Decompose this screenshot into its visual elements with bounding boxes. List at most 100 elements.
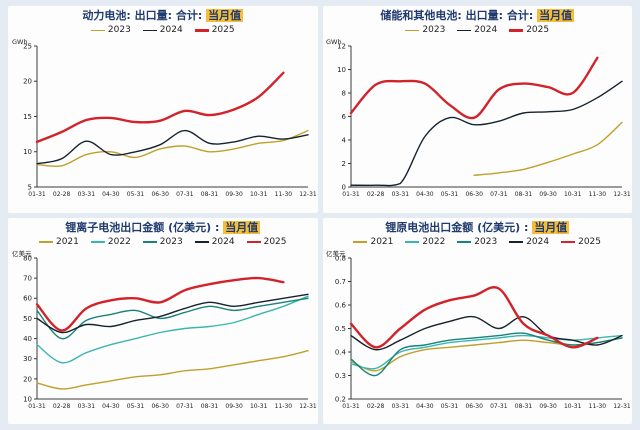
svg-text:05-31: 05-31 <box>441 403 459 410</box>
chart-title-liion: 锂离子电池出口金额 (亿美元) : 当月值 <box>65 220 261 235</box>
legend-item-2025: 2025 <box>509 25 549 36</box>
chart-title-text: 锂离子电池出口金额 (亿美元) : <box>65 220 220 234</box>
chart-title-highlight: 当月值 <box>223 220 261 234</box>
svg-text:亿美元: 亿美元 <box>12 249 32 258</box>
legend-item-2025: 2025 <box>246 237 287 248</box>
chart-panel-li-primary-export-value: 锂原电池出口金额 (亿美元) : 当月值 2021 2022 2023 2024 202… <box>322 217 632 424</box>
svg-text:60: 60 <box>23 294 32 302</box>
svg-text:0.3: 0.3 <box>335 371 346 379</box>
svg-text:07-31: 07-31 <box>176 403 194 410</box>
chart-title-li-primary: 锂原电池出口金额 (亿美元) : 当月值 <box>385 220 570 235</box>
chart-panel-storage-battery-export-volume: 储能和其他电池: 出口量: 合计: 当月值 2023 2024 2025 0 2 4 6 8… <box>322 6 632 213</box>
svg-text:5: 5 <box>27 183 31 191</box>
svg-text:03-31: 03-31 <box>392 191 410 198</box>
svg-text:04-30: 04-30 <box>416 403 434 410</box>
chart-legend: 2023 2024 2025 <box>90 25 235 36</box>
svg-text:06-30: 06-30 <box>151 191 169 198</box>
svg-text:02-28: 02-28 <box>367 191 385 198</box>
svg-text:05-31: 05-31 <box>441 191 459 198</box>
svg-text:08-31: 08-31 <box>515 191 533 198</box>
legend-swatch <box>90 29 105 32</box>
svg-text:25: 25 <box>23 42 32 50</box>
legend-swatch <box>38 241 53 243</box>
line-chart-storage-battery: 0 2 4 6 8 10 12 01-31 02-28 03-31 04-30 05-31 06-30 0… <box>326 38 631 198</box>
svg-text:50: 50 <box>23 314 32 322</box>
line-chart-power-battery: 5 10 15 20 25 01-31 02-28 03-31 04-30 05-31 06-30 0… <box>12 38 316 198</box>
svg-text:10-31: 10-31 <box>564 403 582 410</box>
svg-text:09-30: 09-30 <box>540 403 558 410</box>
line-chart-li-primary: 0.2 0.3 0.4 0.5 0.6 0.7 0.8 01-31 02-28 03-31 04-3… <box>326 249 631 410</box>
svg-text:10-31: 10-31 <box>250 191 268 198</box>
svg-text:20: 20 <box>23 375 32 383</box>
svg-text:02-28: 02-28 <box>367 403 385 410</box>
svg-text:4: 4 <box>342 136 347 144</box>
chart-title-text: 锂原电池出口金额 (亿美元) : <box>385 220 529 234</box>
legend-item-2021: 2021 <box>38 237 79 248</box>
legend-item-2025: 2025 <box>561 237 601 248</box>
svg-text:20: 20 <box>23 78 32 86</box>
legend-item-2024: 2024 <box>509 237 549 248</box>
legend-swatch <box>509 241 524 243</box>
legend-item-2024: 2024 <box>194 237 235 248</box>
legend-swatch <box>353 241 368 243</box>
svg-text:08-31: 08-31 <box>201 403 219 410</box>
legend-item-2022: 2022 <box>405 237 445 248</box>
svg-text:04-30: 04-30 <box>102 191 120 198</box>
svg-text:05-31: 05-31 <box>127 191 145 198</box>
svg-text:10-31: 10-31 <box>564 191 582 198</box>
legend-item-2024: 2024 <box>457 25 497 36</box>
svg-text:12-31: 12-31 <box>614 403 631 410</box>
line-chart-liion: 10 20 30 40 50 60 70 80 01-31 02-28 03-31 04-30 05-3… <box>12 249 316 410</box>
legend-swatch <box>457 241 472 243</box>
svg-text:8: 8 <box>342 89 346 97</box>
chart-panel-liion-export-value: 锂离子电池出口金额 (亿美元) : 当月值 2021 2022 2023 2024 20… <box>8 217 318 424</box>
svg-text:08-31: 08-31 <box>201 191 219 198</box>
chart-title-highlight: 当月值 <box>532 220 570 234</box>
svg-text:0.5: 0.5 <box>335 324 346 332</box>
svg-text:03-31: 03-31 <box>77 191 95 198</box>
legend-swatch <box>194 241 209 243</box>
svg-text:02-28: 02-28 <box>53 191 71 198</box>
svg-text:08-31: 08-31 <box>515 403 533 410</box>
chart-legend: 2023 2024 2025 <box>405 25 549 36</box>
svg-text:亿美元: 亿美元 <box>326 249 346 258</box>
chart-panel-power-battery-export-volume: 动力电池: 出口量: 合计: 当月值 2023 2024 2025 5 10 15 20 2… <box>8 6 318 213</box>
chart-title-highlight: 当月值 <box>537 9 575 22</box>
svg-text:GWh: GWh <box>12 38 28 46</box>
legend-swatch <box>90 241 105 243</box>
svg-text:05-31: 05-31 <box>127 403 145 410</box>
svg-text:06-30: 06-30 <box>151 403 169 410</box>
svg-text:10: 10 <box>23 395 32 403</box>
svg-text:6: 6 <box>342 113 347 121</box>
legend-item-2021: 2021 <box>353 237 393 248</box>
chart-title-storage-battery: 储能和其他电池: 出口量: 合计: 当月值 <box>380 9 575 23</box>
svg-text:09-30: 09-30 <box>225 403 243 410</box>
svg-text:03-31: 03-31 <box>77 403 95 410</box>
svg-text:80: 80 <box>23 254 32 262</box>
svg-text:11-30: 11-30 <box>589 191 607 198</box>
svg-text:01-31: 01-31 <box>28 191 46 198</box>
svg-text:0.6: 0.6 <box>335 301 347 309</box>
svg-text:12-31: 12-31 <box>614 191 631 198</box>
svg-text:02-28: 02-28 <box>53 403 71 410</box>
svg-text:0: 0 <box>342 183 346 191</box>
svg-text:09-30: 09-30 <box>225 191 243 198</box>
svg-text:11-30: 11-30 <box>274 191 292 198</box>
svg-text:07-31: 07-31 <box>490 403 508 410</box>
legend-swatch <box>194 29 209 32</box>
legend-swatch <box>405 29 420 32</box>
svg-text:15: 15 <box>23 113 32 121</box>
svg-text:11-30: 11-30 <box>274 403 292 410</box>
svg-text:01-31: 01-31 <box>343 191 361 198</box>
legend-swatch <box>142 241 157 243</box>
svg-text:10: 10 <box>23 148 32 156</box>
legend-swatch <box>509 29 524 32</box>
svg-text:09-30: 09-30 <box>540 191 558 198</box>
svg-text:11-30: 11-30 <box>589 403 607 410</box>
svg-text:2: 2 <box>342 160 346 168</box>
svg-text:12-31: 12-31 <box>299 403 316 410</box>
svg-text:01-31: 01-31 <box>343 403 361 410</box>
svg-text:0.8: 0.8 <box>335 254 346 262</box>
svg-text:04-30: 04-30 <box>102 403 120 410</box>
